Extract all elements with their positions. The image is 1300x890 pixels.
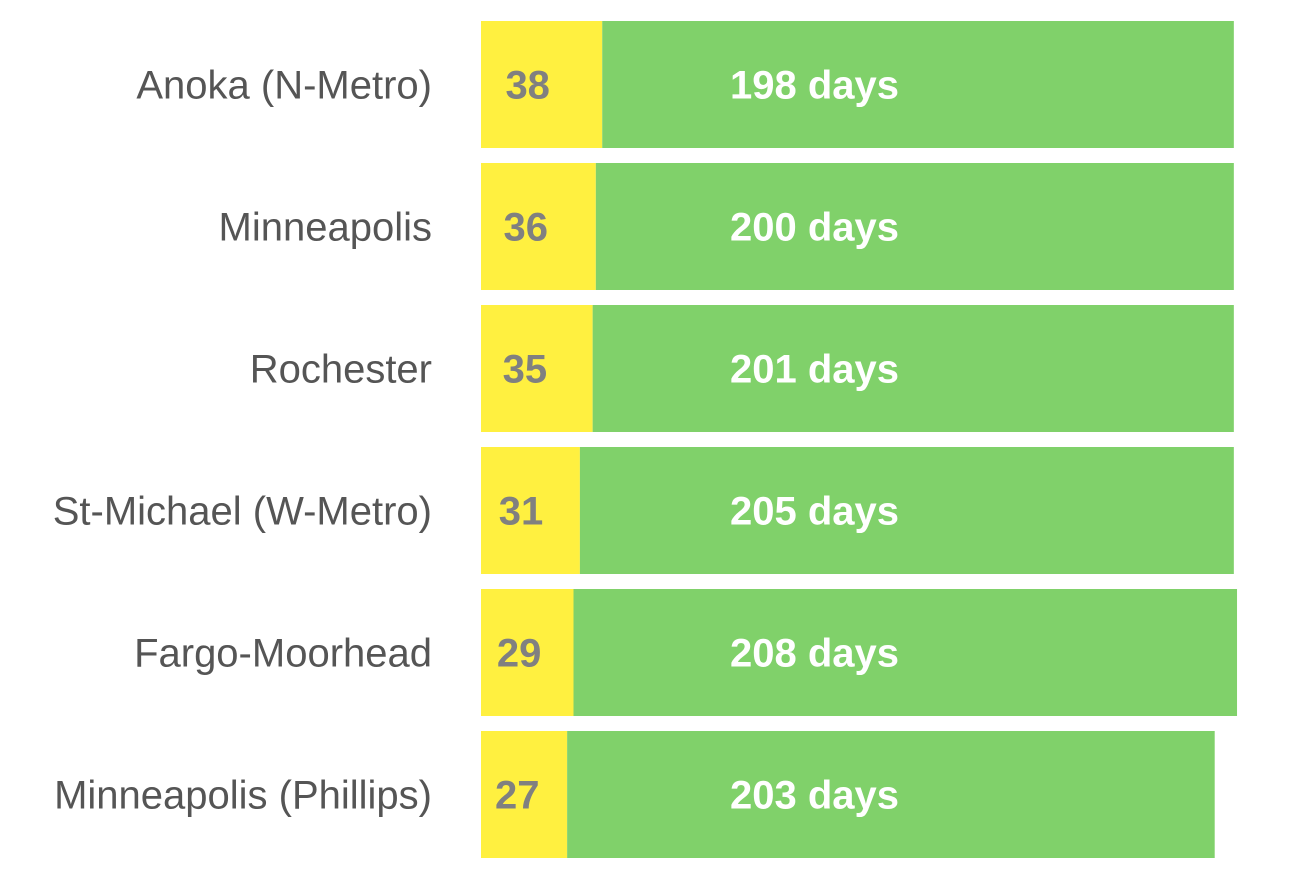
category-label: St-Michael (W-Metro) (53, 490, 432, 534)
bar-segment-yellow (481, 163, 596, 290)
bar-segment-yellow (481, 731, 568, 858)
bars (481, 21, 1238, 858)
bar-label-yellow: 35 (503, 348, 547, 392)
bar-segment-green (579, 447, 1234, 574)
bar-label-green: 205 days (730, 490, 899, 534)
bar-segment-green (573, 589, 1238, 716)
bar-label-green: 200 days (730, 206, 899, 250)
bar-label-green: 201 days (730, 348, 899, 392)
category-labels: Anoka (N-Metro) Minneapolis Rochester St-Mi… (53, 64, 432, 818)
category-label: Fargo-Moorhead (134, 632, 432, 676)
bar-label-yellow: 36 (504, 206, 549, 250)
bar-label-green: 203 days (730, 774, 899, 818)
category-label: Minneapolis (219, 206, 432, 250)
bar-label-yellow: 38 (505, 64, 550, 108)
bar-segment-green (595, 163, 1234, 290)
bar-segment-yellow (481, 305, 593, 432)
bar-segment-yellow (481, 21, 603, 148)
bar-label-yellow: 31 (499, 490, 544, 534)
bar-label-green: 198 days (730, 64, 899, 108)
category-label: Anoka (N-Metro) (136, 64, 432, 108)
bar-label-green: 208 days (730, 632, 899, 676)
bar-segment-green (602, 21, 1234, 148)
category-label: Minneapolis (Phillips) (54, 774, 432, 818)
bar-segment-yellow (481, 589, 574, 716)
bar-labels: 38 198 days 36 200 days 35 201 days 31 205 days… (495, 64, 899, 818)
bar-label-yellow: 29 (497, 632, 542, 676)
bar-segment-green (567, 731, 1215, 858)
bar-segment-yellow (481, 447, 580, 574)
bar-segment-green (592, 305, 1234, 432)
bar-label-yellow: 27 (495, 774, 540, 818)
category-label: Rochester (250, 348, 432, 392)
